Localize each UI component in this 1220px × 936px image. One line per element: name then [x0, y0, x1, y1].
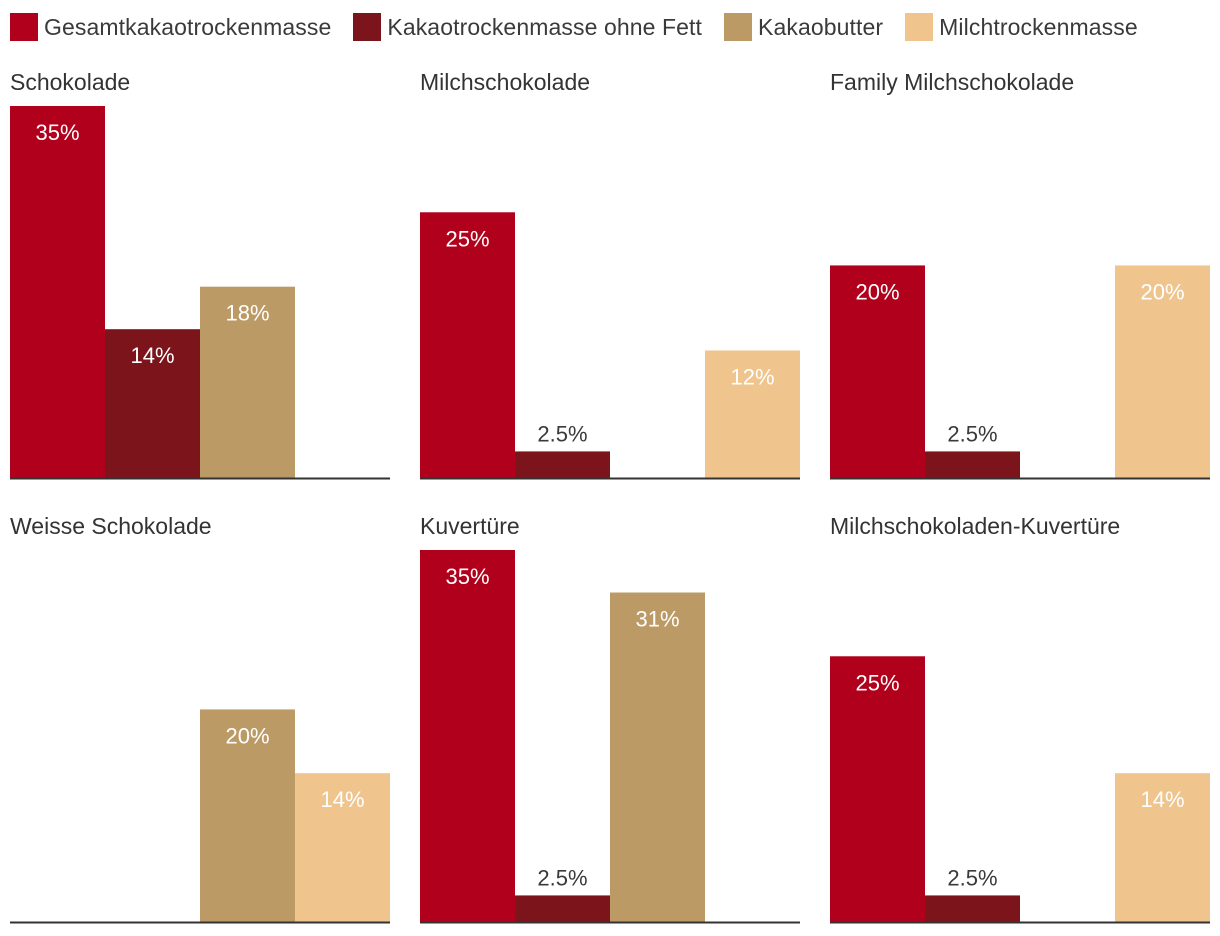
legend: Gesamtkakaotrockenmasse Kakaotrockenmass… — [10, 12, 1160, 42]
chart-title: Milchschokolade — [420, 69, 590, 95]
legend-swatch — [724, 13, 753, 41]
legend-item-kakaobutter: Kakaobutter — [724, 13, 883, 41]
chart-panel-milchschokoladen-kuvertuere: Milchschokoladen-Kuvertüre 25% 2.5% 14% — [830, 513, 1210, 924]
legend-swatch — [353, 13, 382, 41]
data-label-kakaobutter: 18% — [225, 301, 269, 326]
legend-label: Kakaotrockenmasse ohne Fett — [387, 13, 703, 40]
chart-title: Family Milchschokolade — [830, 69, 1074, 95]
chart-panel-schokolade: Schokolade 35% 14% 18% — [10, 69, 390, 480]
bar-milchtrockenmasse — [1115, 773, 1210, 922]
bar-kakaotrockenmasse-ohne-fett — [925, 895, 1020, 922]
data-label-milchtrockenmasse: 12% — [730, 364, 774, 389]
legend-label: Gesamtkakaotrockenmasse — [44, 13, 332, 40]
legend-swatch — [905, 13, 934, 41]
data-label-kakaobutter: 20% — [225, 723, 269, 748]
legend-item-kakaotrockenmasse-ohne-fett: Kakaotrockenmasse ohne Fett — [353, 13, 702, 41]
bar-milchtrockenmasse — [295, 773, 390, 922]
bar-kakaotrockenmasse-ohne-fett — [105, 329, 200, 478]
data-label-kakaotrockenmasse-ohne-fett: 2.5% — [537, 421, 587, 446]
bar-gesamtkakaotrockenmasse — [830, 265, 925, 478]
data-label-milchtrockenmasse: 20% — [1140, 279, 1184, 304]
legend-swatch — [10, 13, 38, 41]
chart-panel-milchschokolade: Milchschokolade 25% 2.5% 12% — [420, 69, 800, 480]
bar-kakaotrockenmasse-ohne-fett — [515, 895, 610, 922]
chart-panel-weisse-schokolade: Weisse Schokolade 20% 14% — [10, 513, 390, 924]
legend-label: Milchtrockenmasse — [939, 13, 1138, 40]
data-label-kakaotrockenmasse-ohne-fett: 2.5% — [537, 865, 587, 890]
bar-gesamtkakaotrockenmasse — [420, 550, 515, 922]
data-label-gesamtkakaotrockenmasse: 25% — [445, 226, 489, 251]
data-label-gesamtkakaotrockenmasse: 35% — [35, 120, 79, 145]
bar-milchtrockenmasse — [705, 350, 800, 478]
chart-panel-kuvertuere: Kuvertüre 35% 2.5% 31% — [420, 513, 800, 924]
data-label-kakaotrockenmasse-ohne-fett: 2.5% — [947, 421, 997, 446]
legend-item-gesamtkakaotrockenmasse: Gesamtkakaotrockenmasse — [10, 13, 331, 41]
chart-title: Milchschokoladen-Kuvertüre — [830, 513, 1120, 539]
data-label-gesamtkakaotrockenmasse: 20% — [855, 279, 899, 304]
data-label-gesamtkakaotrockenmasse: 35% — [445, 564, 489, 589]
bar-kakaobutter — [610, 592, 705, 922]
bar-kakaotrockenmasse-ohne-fett — [925, 451, 1020, 478]
bar-gesamtkakaotrockenmasse — [420, 212, 515, 479]
data-label-kakaotrockenmasse-ohne-fett: 14% — [130, 343, 174, 368]
bar-kakaobutter — [200, 709, 295, 922]
data-label-kakaotrockenmasse-ohne-fett: 2.5% — [947, 865, 997, 890]
chart-panel-family-milchschokolade: Family Milchschokolade 20% 2.5% 20% — [830, 69, 1210, 480]
bar-kakaotrockenmasse-ohne-fett — [515, 451, 610, 478]
chart-title: Schokolade — [10, 69, 130, 95]
bar-milchtrockenmasse — [1115, 265, 1210, 478]
data-label-milchtrockenmasse: 14% — [320, 787, 364, 812]
data-label-gesamtkakaotrockenmasse: 25% — [855, 670, 899, 695]
bar-gesamtkakaotrockenmasse — [830, 656, 925, 922]
data-label-kakaobutter: 31% — [635, 607, 679, 632]
data-label-milchtrockenmasse: 14% — [1140, 787, 1184, 812]
chart-title: Kuvertüre — [420, 513, 520, 539]
bar-gesamtkakaotrockenmasse — [10, 106, 105, 478]
legend-label: Kakaobutter — [758, 13, 884, 40]
bar-kakaobutter — [200, 286, 295, 478]
legend-item-milchtrockenmasse: Milchtrockenmasse — [905, 13, 1138, 41]
chart-title: Weisse Schokolade — [10, 513, 212, 539]
